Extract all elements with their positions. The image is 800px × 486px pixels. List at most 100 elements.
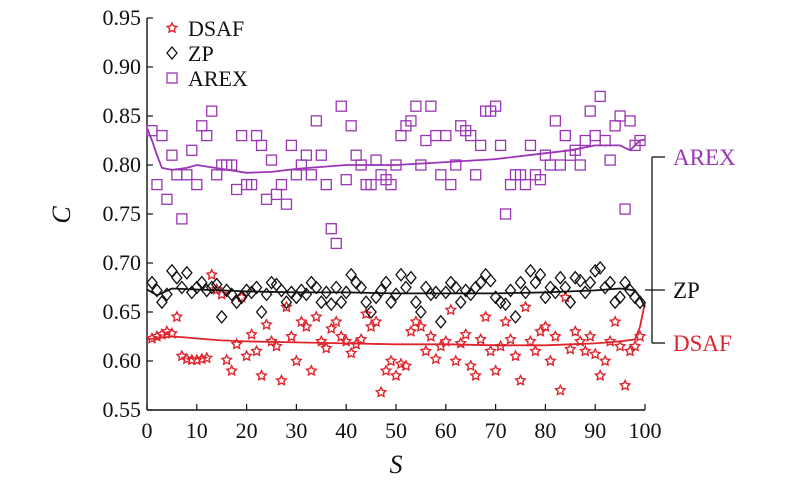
- arex-point: [440, 129, 452, 142]
- arex-point: [186, 144, 198, 156]
- arex-point: [634, 134, 646, 147]
- arex-point: [544, 159, 557, 171]
- zp-point: [474, 275, 487, 290]
- dsaf-point: [176, 350, 188, 361]
- arex-point: [161, 193, 173, 205]
- dsaf-point: [171, 311, 183, 322]
- zp-point: [564, 295, 577, 310]
- dsaf-point: [525, 335, 536, 347]
- zp-point: [599, 280, 612, 295]
- zp-point: [589, 263, 602, 278]
- arex-point: [499, 208, 512, 220]
- arex-point: [340, 174, 352, 186]
- arex-point: [370, 154, 382, 166]
- arex-point: [494, 139, 507, 152]
- dsaf-point: [604, 335, 616, 347]
- zp-point: [504, 283, 517, 298]
- dsaf-point: [520, 301, 531, 312]
- series-arex: [146, 90, 646, 250]
- zp-point: [295, 283, 308, 298]
- zp-point: [310, 280, 323, 295]
- arex-point: [345, 120, 357, 132]
- arex-point: [574, 159, 586, 171]
- arex-point: [315, 149, 327, 161]
- legend-marker-dsaf: [166, 22, 178, 33]
- arex-point: [395, 129, 407, 142]
- annotation-dsaf: DSAF: [673, 331, 732, 356]
- arex-point: [206, 105, 218, 117]
- y-axis-ticks: 0.55 0.60 0.65 0.70 0.75 0.80 0.85 0.90 0.95: [103, 5, 153, 422]
- zp-point: [454, 295, 467, 310]
- arex-point: [310, 115, 322, 127]
- dsaf-point: [290, 355, 302, 366]
- y-tick-label: 0.75: [103, 201, 142, 226]
- zp-point: [151, 283, 163, 298]
- dsaf-point: [285, 330, 297, 342]
- zp-point: [270, 277, 283, 292]
- x-tick-label: 40: [335, 418, 357, 443]
- arex-point: [519, 178, 532, 191]
- dsaf-point: [345, 347, 357, 358]
- arex-point: [350, 149, 362, 161]
- dsaf-point: [455, 337, 467, 349]
- arex-point: [235, 129, 248, 142]
- zp-point: [245, 285, 258, 300]
- zp-point: [444, 275, 457, 290]
- arex-point: [584, 105, 596, 117]
- arex-point: [554, 159, 566, 171]
- y-tick-label: 0.70: [103, 250, 142, 275]
- zp-point: [405, 270, 417, 285]
- annotation-arex: AREX: [673, 145, 736, 170]
- zp-point: [544, 280, 557, 295]
- dsaf-point: [370, 316, 382, 327]
- zp-point: [400, 280, 412, 295]
- arex-point: [624, 115, 636, 127]
- dsaf-point: [450, 355, 462, 366]
- arex-point: [330, 237, 342, 250]
- zp-point: [579, 285, 592, 300]
- arex-point: [475, 139, 487, 152]
- zp-point: [185, 285, 198, 300]
- dsaf-point: [445, 304, 457, 315]
- arex-point: [470, 169, 482, 181]
- zp-point: [146, 275, 158, 290]
- arex-point: [325, 223, 337, 235]
- x-axis-label: S: [390, 450, 403, 479]
- zp-point: [195, 275, 208, 290]
- arex-point: [171, 169, 183, 181]
- zp-point: [519, 285, 532, 300]
- zp-point: [265, 275, 278, 290]
- y-tick-label: 0.60: [103, 348, 142, 373]
- dsaf-point: [609, 316, 621, 327]
- zp-point: [156, 295, 168, 310]
- series-dsaf: [146, 269, 646, 398]
- dsaf-point: [584, 330, 596, 342]
- arex-point: [265, 154, 278, 166]
- dsaf-point: [385, 355, 397, 366]
- zp-point: [330, 280, 343, 295]
- zp-trend-line: [146, 287, 646, 308]
- zp-point: [584, 275, 597, 290]
- arex-point: [196, 120, 208, 132]
- zp-point: [524, 263, 537, 278]
- dsaf-point: [355, 333, 367, 345]
- dsaf-point: [415, 321, 427, 332]
- zp-point: [325, 297, 338, 312]
- arex-point: [335, 100, 347, 112]
- legend-label-arex: AREX: [188, 66, 248, 91]
- zp-point: [390, 287, 402, 302]
- x-tick-label: 80: [534, 418, 556, 443]
- dsaf-point: [490, 365, 502, 376]
- dsaf-point: [221, 354, 233, 365]
- zp-point: [345, 267, 358, 282]
- dsaf-point: [390, 370, 402, 381]
- y-axis-label: C: [47, 206, 76, 224]
- dsaf-point: [275, 374, 287, 386]
- zp-point: [275, 283, 288, 298]
- arex-point: [609, 120, 621, 132]
- arex-point: [559, 129, 571, 142]
- x-tick-label: 50: [385, 418, 407, 443]
- arex-point: [166, 149, 178, 161]
- dsaf-point: [405, 325, 417, 337]
